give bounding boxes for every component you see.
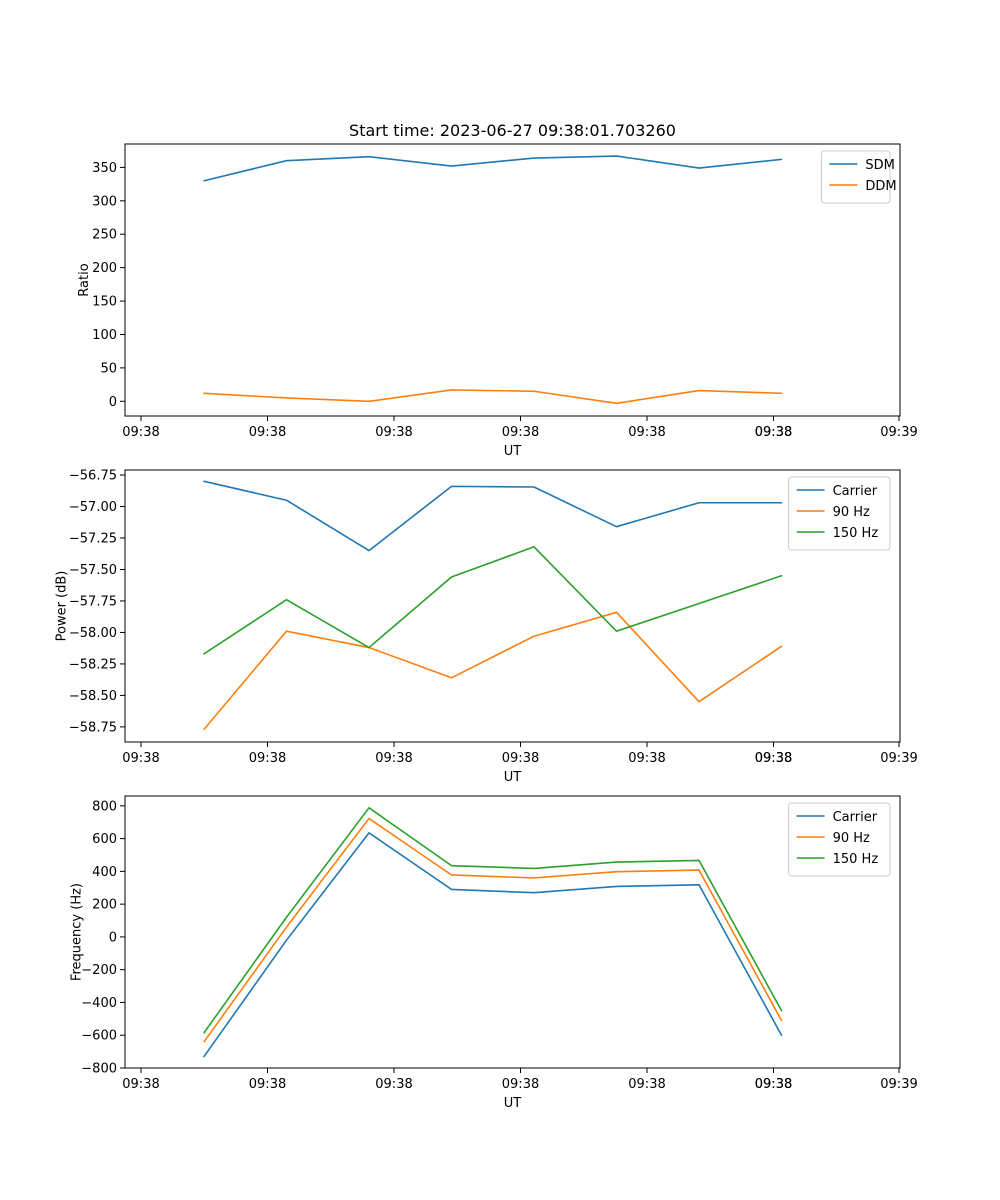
y-tick-label: −58.00: [69, 626, 117, 641]
y-tick-label: 600: [92, 832, 117, 847]
y-tick-label: −57.50: [69, 563, 117, 578]
figure-title: Start time: 2023-06-27 09:38:01.703260: [349, 121, 676, 140]
x-tick-label: 09:38: [122, 1077, 159, 1092]
legend-label: DDM: [865, 179, 896, 194]
y-tick-label: −58.50: [69, 689, 117, 704]
y-tick-label: 200: [92, 898, 117, 913]
y-tick-label: 50: [100, 361, 117, 376]
x-tick-label: 09:38: [755, 1077, 792, 1092]
axes-frame: [124, 795, 901, 1069]
y-tick-label: 300: [92, 194, 117, 209]
y-tick-label: −200: [81, 963, 117, 978]
y-tick-label: −400: [81, 996, 117, 1011]
series-line-90-hz: [203, 611, 783, 731]
x-tick-label: 09:38: [628, 1077, 665, 1092]
series-line-sdm: [203, 155, 783, 182]
y-tick-label: −56.75: [69, 469, 117, 484]
x-tick-label: 09:38: [502, 751, 539, 766]
x-tick-label: 09:39: [880, 425, 917, 440]
y-tick-label: 100: [92, 328, 117, 343]
x-tick-label: 09:39: [880, 1077, 917, 1092]
series-line-150-hz: [203, 546, 783, 655]
x-tick-label: 09:38: [755, 1077, 792, 1092]
axes-frame: [124, 469, 901, 743]
series-line-carrier: [203, 832, 783, 1058]
x-tick-label: 09:38: [755, 751, 792, 766]
y-tick-label: −600: [81, 1029, 117, 1044]
y-axis-label: Ratio: [77, 263, 92, 296]
y-tick-label: −58.75: [69, 720, 117, 735]
y-tick-label: 200: [92, 261, 117, 276]
x-tick-label: 09:38: [375, 751, 412, 766]
legend-label: Carrier: [833, 810, 878, 825]
x-tick-label: 09:38: [628, 425, 665, 440]
y-tick-label: 350: [92, 161, 117, 176]
x-tick-label: 09:38: [628, 751, 665, 766]
x-tick-label: 09:38: [375, 1077, 412, 1092]
x-tick-label: 09:38: [755, 751, 792, 766]
y-tick-label: −800: [81, 1062, 117, 1077]
legend-label: Carrier: [833, 484, 878, 499]
y-axis-label: Frequency (Hz): [70, 883, 85, 981]
x-tick-label: 09:38: [122, 425, 159, 440]
y-tick-label: 800: [92, 799, 117, 814]
series-line-carrier: [203, 480, 783, 552]
series-line-ddm: [203, 389, 783, 405]
legend-label: 90 Hz: [833, 831, 870, 846]
y-tick-label: −57.25: [69, 532, 117, 547]
x-tick-label: 09:38: [502, 1077, 539, 1092]
x-tick-label: 09:38: [249, 751, 286, 766]
legend-label: SDM: [865, 158, 894, 173]
x-tick-label: 09:38: [249, 425, 286, 440]
y-tick-label: 150: [92, 295, 117, 310]
x-tick-label: 09:38: [502, 425, 539, 440]
legend-label: 150 Hz: [833, 852, 879, 867]
series-line-150-hz: [203, 806, 783, 1034]
y-tick-label: 400: [92, 865, 117, 880]
y-tick-label: 250: [92, 228, 117, 243]
x-tick-label: 09:38: [122, 751, 159, 766]
y-tick-label: −57.00: [69, 500, 117, 515]
x-tick-label: 09:39: [880, 751, 917, 766]
x-tick-label: 09:38: [755, 425, 792, 440]
x-axis-label: UT: [504, 1096, 522, 1111]
y-axis-label: Power (dB): [54, 571, 69, 642]
y-tick-label: −57.75: [69, 594, 117, 609]
legend-label: 90 Hz: [833, 505, 870, 520]
x-tick-label: 09:38: [375, 425, 412, 440]
x-tick-label: 09:38: [249, 1077, 286, 1092]
series-line-90-hz: [203, 817, 783, 1043]
y-tick-label: −58.25: [69, 657, 117, 672]
x-tick-label: 09:38: [755, 425, 792, 440]
y-tick-label: 0: [109, 395, 117, 410]
axes-frame: [124, 143, 901, 417]
x-axis-label: UT: [504, 770, 522, 785]
x-axis-label: UT: [504, 444, 522, 459]
legend-label: 150 Hz: [833, 526, 879, 541]
y-tick-label: 0: [109, 930, 117, 945]
